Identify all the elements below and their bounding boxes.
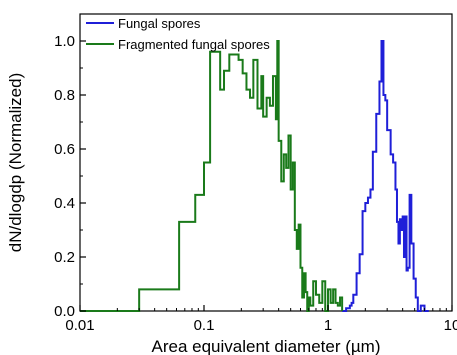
x-tick-label: 0.01 — [65, 317, 94, 334]
x-tick-label: 1 — [324, 317, 332, 334]
series-line-1 — [342, 40, 429, 312]
x-axis-title: Area equivalent diameter (µm) — [151, 337, 380, 355]
legend-label-2: Fragmented fungal spores — [118, 37, 270, 52]
legend-label-1: Fungal spores — [118, 16, 201, 31]
series-layer — [80, 40, 429, 312]
x-tick-label: 0.1 — [194, 317, 215, 334]
plot-frame — [79, 13, 453, 312]
x-tick-label: 10 — [444, 317, 457, 334]
y-tick-label: 0.4 — [54, 195, 75, 212]
y-tick-label: 0.8 — [54, 87, 75, 104]
y-axis-title: dN/dlogdp (Normalized) — [6, 73, 25, 253]
y-tick-label: 0.6 — [54, 141, 75, 158]
plot-border — [79, 13, 453, 312]
y-tick-label: 0.2 — [54, 249, 75, 266]
legend: Fungal spores Fragmented fungal spores — [86, 16, 270, 52]
ticks-layer: 0.01 0.1 1 10 0.0 0.2 0.4 0.6 0.8 1.0 — [54, 13, 457, 334]
series-line-2 — [80, 40, 344, 312]
y-tick-label: 1.0 — [54, 33, 75, 50]
y-tick-label: 0.0 — [54, 303, 75, 320]
